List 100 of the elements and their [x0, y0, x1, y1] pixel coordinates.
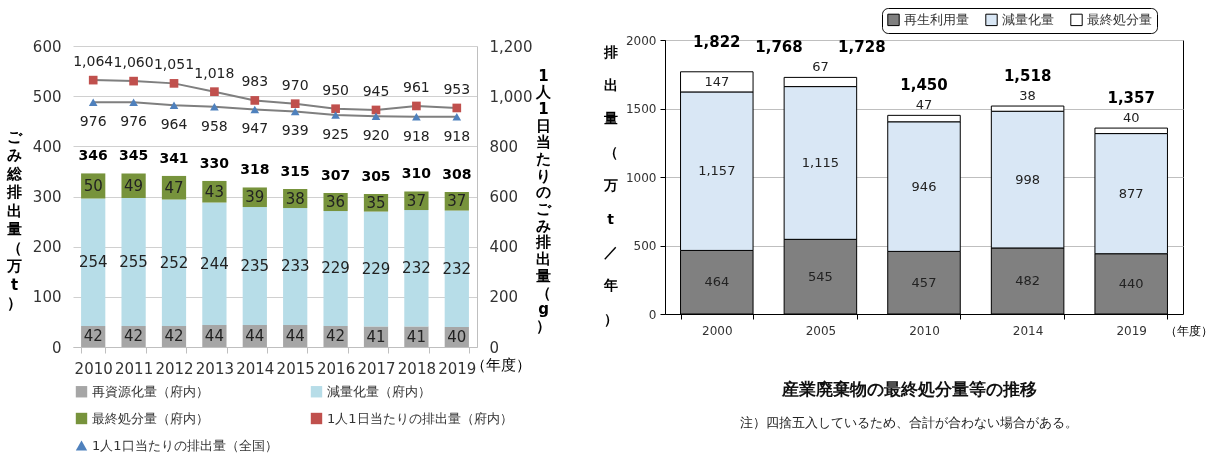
- y2-tick-label: 400: [489, 238, 519, 257]
- point: [169, 101, 179, 109]
- annotation: 1,728: [838, 38, 886, 57]
- legend-label: 減量化量: [1002, 11, 1054, 27]
- y-tick-label: 300: [32, 188, 62, 206]
- x-tick-label: 2019: [438, 359, 477, 378]
- y-tick-label: 2000: [625, 33, 657, 48]
- data-label: 252: [159, 253, 189, 272]
- legend-label: 最終処分量（府内）: [92, 410, 209, 426]
- y2-tick-label: 200: [489, 288, 519, 307]
- data-label: 40: [447, 327, 467, 346]
- data-label: 42: [124, 327, 144, 346]
- x-tick-label: 2014: [236, 359, 275, 378]
- data-label: 50: [83, 176, 103, 195]
- legend-label: 1人1口当たりの排出量（全国）: [92, 437, 278, 453]
- x-tick-label: 2014: [1012, 323, 1044, 338]
- total-label: 345: [118, 147, 149, 164]
- data-label: 1,018: [194, 64, 235, 81]
- data-label: 41: [406, 327, 426, 346]
- y2-tick-label: 800: [489, 137, 519, 156]
- text: 注）四捨五入しているため、合計が合わない場合がある。: [740, 415, 1078, 430]
- y-tick-label: 100: [32, 288, 62, 307]
- point: [290, 107, 300, 116]
- data-label: 920: [362, 127, 390, 144]
- data-label: 44: [285, 326, 305, 345]
- data-label: 38: [1019, 88, 1036, 104]
- point: [452, 103, 462, 113]
- data-label: 918: [443, 127, 471, 144]
- point: [250, 96, 260, 105]
- text: 排出量（万t／年）: [603, 43, 618, 327]
- bar: [363, 211, 389, 327]
- y-tick-label: 1000: [625, 170, 657, 185]
- bar: [404, 210, 429, 327]
- annotation: 1,357: [1107, 89, 1155, 108]
- data-label: 254: [78, 253, 108, 272]
- x-tick-label: 2005: [805, 323, 837, 338]
- data-label: 67: [812, 59, 829, 75]
- data-label: 44: [245, 326, 265, 345]
- data-label: 946: [911, 178, 937, 194]
- data-label: 976: [79, 113, 107, 130]
- data-label: 976: [120, 113, 148, 130]
- y-tick-label: 500: [32, 87, 62, 106]
- point: [169, 79, 179, 88]
- data-label: 1,157: [698, 163, 736, 179]
- annotation: 1,768: [755, 38, 803, 57]
- point: [210, 102, 219, 111]
- point: [210, 87, 219, 96]
- annotation: 1,518: [1003, 67, 1052, 86]
- data-label: 925: [322, 125, 349, 142]
- point: [331, 111, 340, 119]
- y-tick-label: 200: [32, 238, 62, 257]
- data-label: 964: [160, 116, 188, 133]
- data-label: 40: [1122, 110, 1140, 126]
- data-label: 42: [164, 327, 184, 346]
- total-label: 308: [442, 165, 472, 182]
- data-label: 43: [204, 182, 224, 201]
- data-label: 961: [403, 78, 430, 95]
- data-label: 482: [1015, 272, 1041, 288]
- x-tick-label: 2010: [909, 323, 940, 338]
- y2-tick-label: 600: [489, 188, 519, 206]
- bar: [323, 211, 348, 326]
- data-label: 42: [83, 327, 103, 346]
- text: 1人1日当たりのごみ排出量（g）: [536, 66, 551, 335]
- data-label: 244: [200, 254, 229, 273]
- y2-tick-label: 0: [489, 338, 500, 357]
- data-label: 39: [245, 188, 265, 207]
- total-label: 341: [159, 149, 189, 166]
- data-label: 232: [442, 259, 472, 278]
- y-tick-label: 0: [648, 307, 657, 322]
- bar: [242, 207, 267, 325]
- x-tick-label: 2015: [276, 359, 315, 378]
- y-tick-label: 400: [32, 137, 62, 156]
- total-label: 346: [78, 147, 108, 164]
- x-axis-title: （年度）: [1164, 323, 1211, 338]
- total-label: 310: [401, 165, 432, 182]
- data-label: 464: [704, 274, 730, 290]
- data-label: 229: [361, 259, 391, 278]
- text: ごみ総排出量（万t）: [7, 127, 22, 312]
- point: [129, 76, 138, 86]
- data-label: 950: [322, 81, 349, 98]
- point: [88, 75, 98, 85]
- point: [129, 98, 138, 106]
- y-tick-label: 1500: [625, 102, 657, 116]
- x-tick-label: 2019: [1116, 323, 1147, 338]
- legend-label: 減量化量（府内）: [327, 383, 431, 399]
- data-label: 953: [443, 80, 471, 97]
- data-label: 37: [447, 192, 467, 211]
- y2-tick-label: 1,200: [489, 37, 533, 56]
- data-label: 41: [366, 327, 386, 346]
- data-label: 35: [366, 193, 386, 212]
- bar: [81, 198, 106, 326]
- data-label: 1,064: [73, 53, 114, 70]
- data-label: 235: [240, 256, 270, 275]
- bar: [202, 202, 227, 325]
- legend-label: 再資源化量（府内）: [92, 383, 209, 399]
- bar: [161, 199, 187, 326]
- total-label: 330: [199, 154, 230, 171]
- point: [331, 104, 340, 114]
- total-label: 318: [240, 161, 270, 178]
- bar: [444, 210, 469, 327]
